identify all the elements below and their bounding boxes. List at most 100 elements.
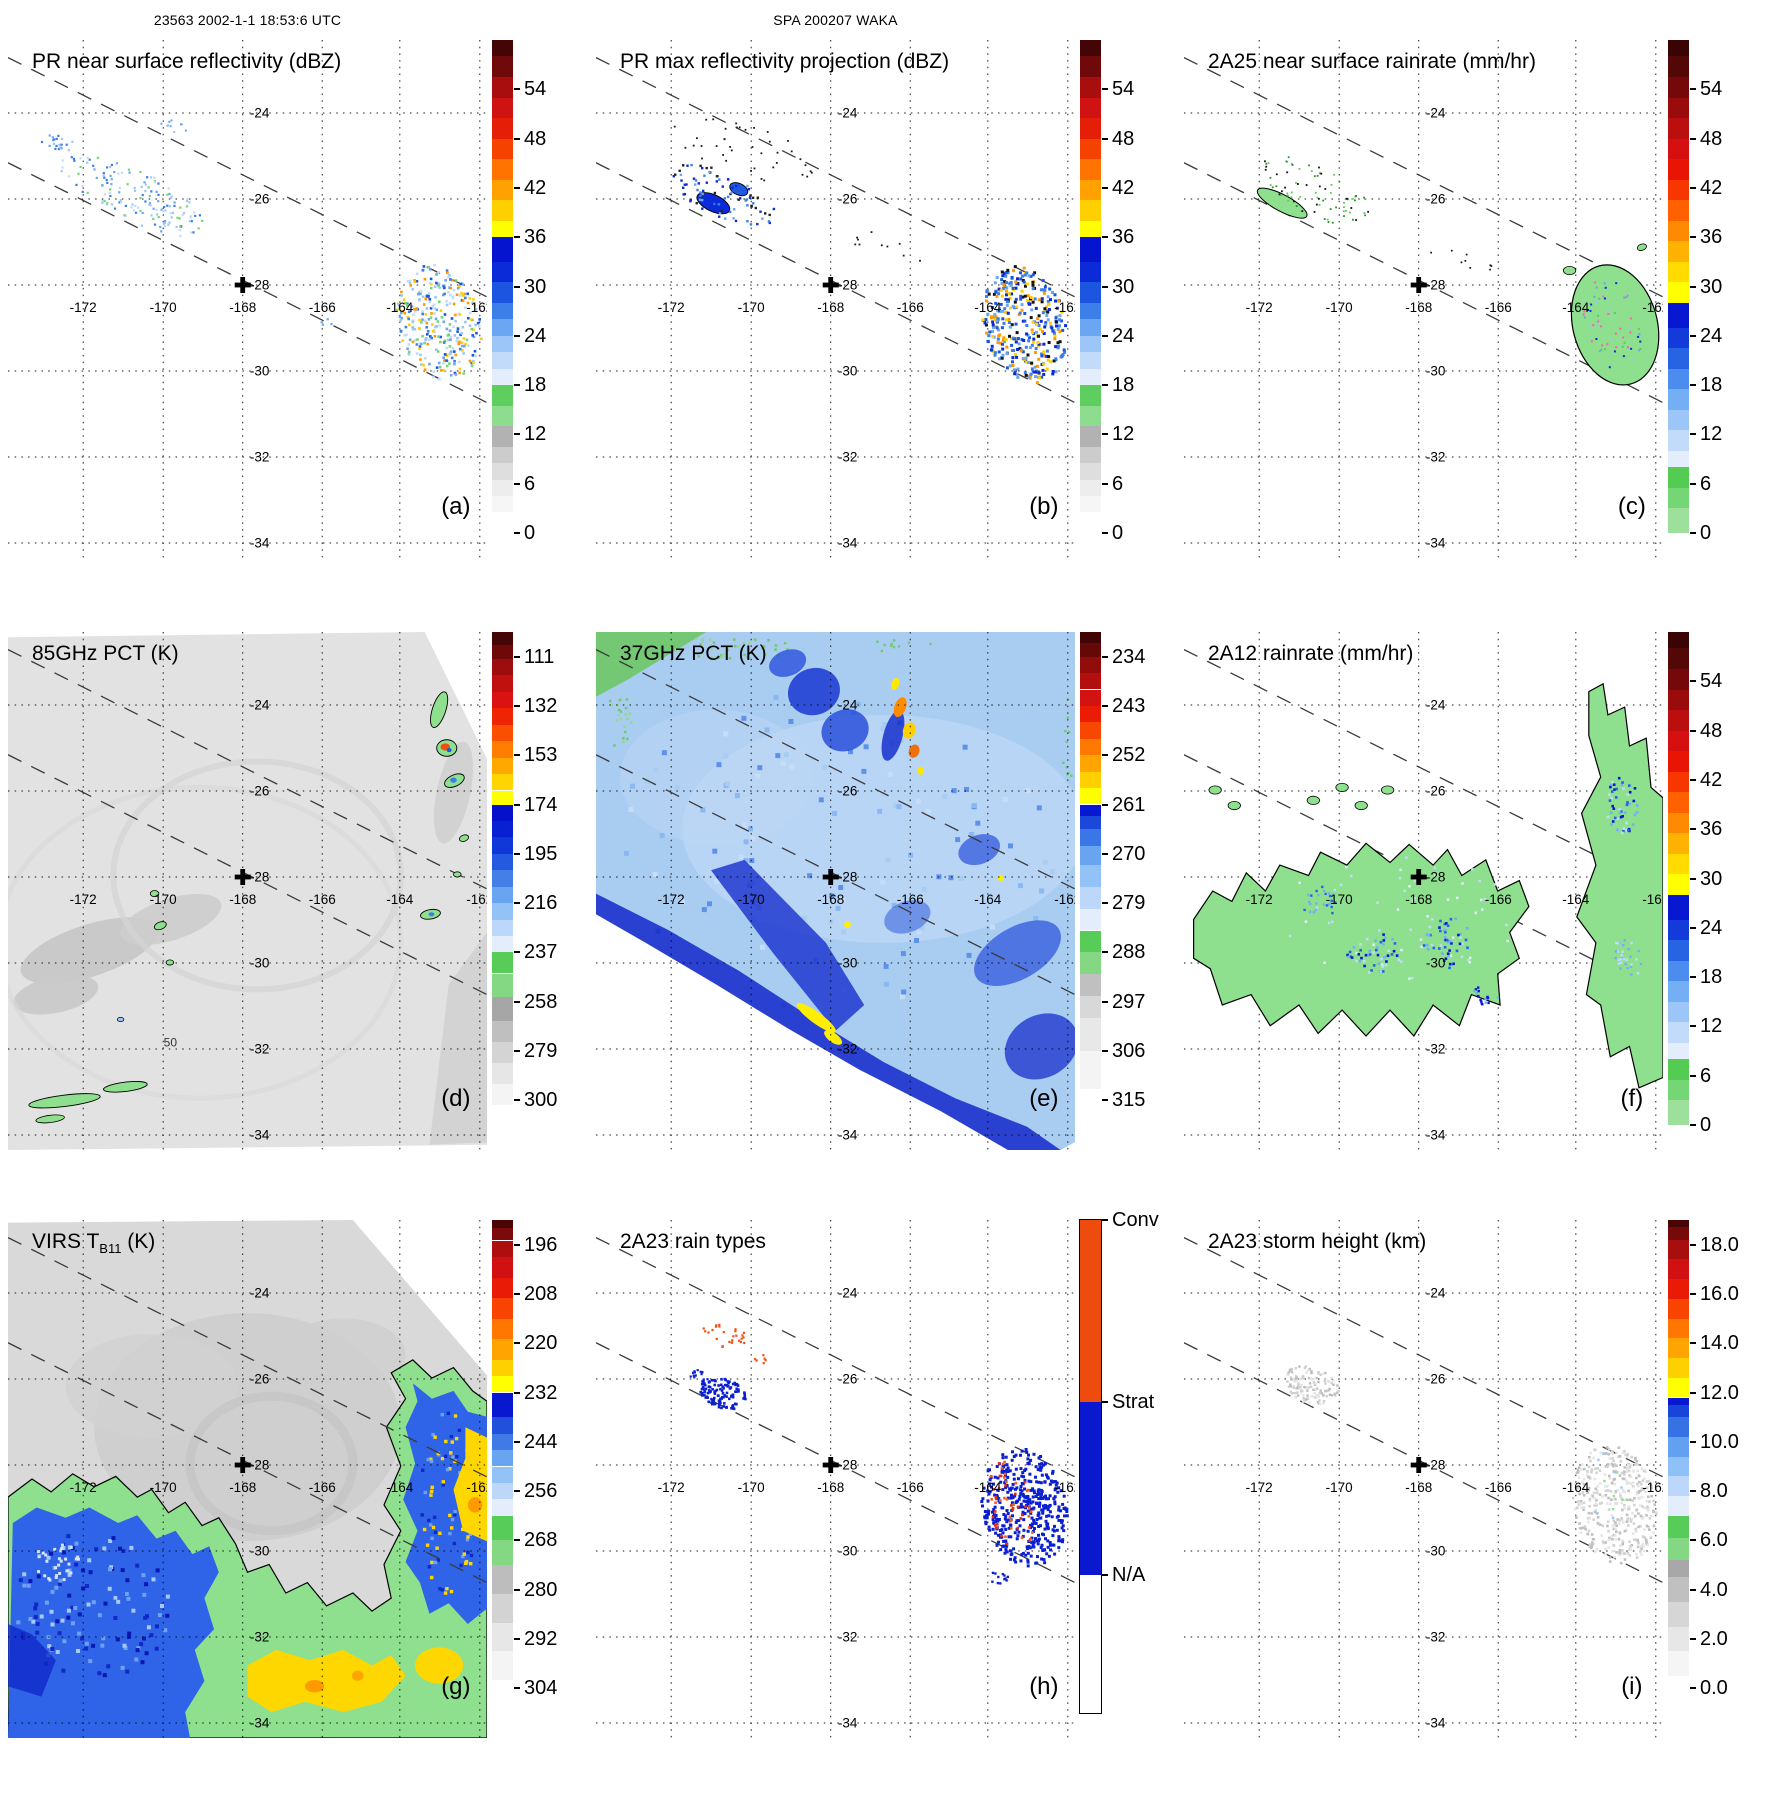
colorbar-tick-label: 12 bbox=[1700, 423, 1723, 446]
map-b: -172 -170 -168 -166 -164 -162 -24 -26 -28 -30 -32 -… bbox=[596, 40, 1075, 558]
colorbar-segment bbox=[1668, 327, 1689, 349]
colorbar-tickmark bbox=[514, 951, 520, 954]
colorbar-tickmark bbox=[1690, 1025, 1696, 1028]
lat-label: -24 bbox=[838, 698, 858, 713]
lon-label: -162 bbox=[466, 1480, 487, 1495]
colorbar-d bbox=[492, 632, 513, 1125]
colorbar-segment bbox=[1080, 97, 1101, 118]
colorbar-segment bbox=[1668, 648, 1689, 669]
lat-label: -30 bbox=[250, 1544, 270, 1559]
colorbar-segment bbox=[492, 1062, 513, 1084]
colorbar-tick-label: 288 bbox=[1112, 941, 1146, 964]
lon-label: -168 bbox=[1405, 300, 1432, 315]
colorbar-segment bbox=[1668, 1538, 1689, 1561]
colorbar-tick-label: 24 bbox=[1700, 916, 1723, 939]
lat-label: -30 bbox=[1426, 364, 1446, 379]
colorbar-segment bbox=[1080, 706, 1101, 723]
lat-label: -24 bbox=[1426, 698, 1446, 713]
lat-label: -30 bbox=[838, 956, 858, 971]
colorbar-segment bbox=[492, 741, 513, 758]
colorbar-tick-label: 0 bbox=[1700, 1114, 1712, 1136]
lon-label: -164 bbox=[1562, 892, 1590, 907]
colorbar-tick-label: 270 bbox=[1112, 842, 1146, 865]
colorbar-tickmark bbox=[1690, 1391, 1696, 1394]
colorbar-segment bbox=[1668, 1042, 1689, 1060]
colorbar-segment bbox=[1080, 673, 1101, 690]
colorbar-tick-label: 0.0 bbox=[1700, 1677, 1728, 1700]
colorbar-segment bbox=[1080, 405, 1101, 427]
colorbar-segment bbox=[1668, 138, 1689, 160]
colorbar-segment bbox=[1080, 77, 1101, 98]
panel-f: -172 -170 -168 -166 -164 -162 -24 -26 -28 -30 -32 -… bbox=[1184, 632, 1770, 1218]
colorbar-segment bbox=[492, 1515, 513, 1541]
colorbar-segment bbox=[492, 1482, 513, 1500]
lon-label: -172 bbox=[70, 1480, 97, 1495]
panel-c: -172 -170 -168 -166 -164 -162 -24 -26 -28 -30 -32 -… bbox=[1184, 40, 1770, 626]
colorbar-tickmark bbox=[1102, 482, 1108, 485]
swath-edge-lines bbox=[596, 57, 1075, 404]
colorbar-segment bbox=[492, 385, 513, 406]
colorbar-segment bbox=[1668, 487, 1689, 509]
speckle-cluster bbox=[702, 1323, 746, 1348]
colorbar-tickmark bbox=[514, 655, 520, 658]
colorbar-segment bbox=[1080, 974, 1101, 997]
lon-label: -170 bbox=[1326, 1480, 1353, 1495]
panel-letter-d: (d) bbox=[441, 1085, 470, 1112]
colorbar-tick-label: 232 bbox=[524, 1381, 558, 1404]
colorbar-segment bbox=[492, 1392, 513, 1418]
colorbar-tickmark bbox=[1690, 1687, 1696, 1690]
lon-label: -168 bbox=[817, 892, 844, 907]
colorbar-tick-label: 24 bbox=[1700, 324, 1723, 347]
colorbar-tick-label: 24 bbox=[1112, 324, 1135, 347]
colorbar-segment bbox=[1668, 1298, 1689, 1319]
colorbar-tick-label: 12.0 bbox=[1700, 1381, 1739, 1404]
colorbar-h bbox=[1079, 1219, 1102, 1714]
lat-label: -32 bbox=[1426, 1629, 1446, 1644]
colorbar-tick-label: 6 bbox=[1700, 472, 1712, 495]
lon-label: -168 bbox=[1405, 892, 1432, 907]
colorbar-tick-label: 48 bbox=[524, 127, 547, 150]
colorbar-tick-label: 12 bbox=[1112, 423, 1135, 446]
grid-labels: -172 -170 -168 -166 -164 -162 -24 -26 -28 -30 -32 -… bbox=[658, 1286, 1075, 1731]
colorbar-segment bbox=[1668, 1377, 1689, 1398]
colorbar-segment bbox=[1668, 894, 1689, 920]
colorbar-tickmark bbox=[514, 482, 520, 485]
speckle-cluster bbox=[689, 1369, 709, 1383]
colorbar-segment bbox=[492, 261, 513, 283]
colorbar-segment bbox=[1080, 632, 1101, 643]
colorbar-segment bbox=[1080, 930, 1101, 953]
colorbar-segment bbox=[1668, 430, 1689, 451]
lat-label: -34 bbox=[1426, 535, 1446, 550]
latlon-grid bbox=[8, 40, 487, 558]
speckle-cluster bbox=[1346, 933, 1403, 974]
lon-label: -168 bbox=[229, 300, 256, 315]
colorbar-segment bbox=[1080, 996, 1101, 1019]
colorbar-tick-label: 12 bbox=[524, 423, 547, 446]
colorbar-tick-label: 243 bbox=[1112, 695, 1146, 717]
colorbar-segment bbox=[492, 1450, 513, 1467]
colorbar-tick-label: 36 bbox=[1700, 818, 1723, 841]
lat-label: -30 bbox=[838, 1544, 858, 1559]
colorbar-segment bbox=[1668, 1259, 1689, 1280]
lon-label: -166 bbox=[897, 300, 924, 315]
colorbar-tick-label: 315 bbox=[1112, 1089, 1146, 1112]
colorbar-segment bbox=[492, 1433, 513, 1450]
colorbar-segment bbox=[492, 903, 513, 920]
colorbar-tick-label: 304 bbox=[524, 1677, 558, 1700]
map-title-g: VIRS TB11 (K) bbox=[32, 1230, 155, 1256]
lat-label: -26 bbox=[838, 1372, 858, 1387]
colorbar-segment bbox=[492, 1220, 513, 1229]
lat-label: -24 bbox=[838, 106, 858, 121]
map-data-layer bbox=[1193, 682, 1663, 1089]
lon-label: -162 bbox=[1642, 1480, 1663, 1495]
colorbar-segment bbox=[1668, 1626, 1689, 1652]
title-subscript: B11 bbox=[99, 1241, 122, 1257]
colorbar-segment bbox=[492, 790, 513, 805]
colorbar-tickmark bbox=[1102, 902, 1108, 905]
speckle-cluster bbox=[672, 163, 776, 226]
colorbar-segment bbox=[1080, 159, 1101, 180]
lat-label: -34 bbox=[250, 1127, 270, 1142]
colorbar-tickmark bbox=[1102, 705, 1108, 707]
lon-label: -162 bbox=[1642, 892, 1663, 907]
colorbar-tickmark bbox=[514, 1099, 520, 1102]
